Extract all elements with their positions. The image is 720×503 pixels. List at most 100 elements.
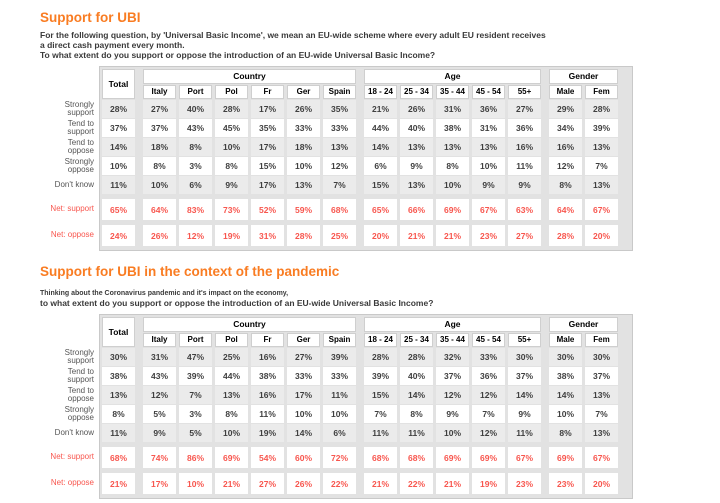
column-gap — [359, 473, 361, 494]
column-gap — [359, 424, 361, 442]
table-row: Strongly support 28% 27% 40% 28% 17% 26% 35% 21%… — [43, 100, 618, 118]
column-gap — [359, 367, 361, 385]
data-cell: 69% — [215, 447, 248, 468]
data-cell: 7% — [364, 405, 397, 423]
data-cell: 13% — [287, 176, 320, 194]
data-cell: 8% — [215, 157, 248, 175]
data-cell: 29% — [549, 100, 582, 118]
data-cell: 54% — [251, 447, 284, 468]
data-cell: 7% — [323, 176, 356, 194]
column-gap — [359, 119, 361, 137]
data-cell: 44% — [215, 367, 248, 385]
data-cell: 69% — [436, 199, 469, 220]
table-row: Net: support 65% 64% 83% 73% 52% 59% 68% 65% 66% 6… — [43, 199, 618, 220]
column-group-header: Age — [364, 317, 541, 332]
data-cell: 32% — [436, 348, 469, 366]
data-cell: 11% — [102, 176, 135, 194]
data-cell: 27% — [251, 473, 284, 494]
data-cell: 14% — [549, 386, 582, 404]
column-gap — [138, 367, 140, 385]
column-header: 25 - 34 — [400, 333, 433, 347]
row-label: Don't know — [54, 427, 94, 437]
data-cell: 21% — [436, 225, 469, 246]
data-cell: 39% — [364, 367, 397, 385]
intro-line: to what extent do you support or oppose … — [40, 298, 434, 308]
data-cell: 83% — [179, 199, 212, 220]
data-cell: 21% — [364, 473, 397, 494]
row-label: Tend to oppose — [67, 137, 94, 155]
data-cell: 10% — [143, 176, 176, 194]
data-cell: 11% — [102, 424, 135, 442]
table-row: Strongly oppose 10% 8% 3% 8% 15% 10% 12% 6% 9% 8% 1… — [43, 157, 618, 175]
row-gap — [43, 443, 618, 446]
column-header: Pol — [215, 85, 248, 99]
data-cell: 12% — [179, 225, 212, 246]
data-cell: 9% — [472, 176, 505, 194]
header-column-row: Italy Port Pol Fr Ger Spain 18 - 24 25 - 34 35 -… — [43, 333, 618, 347]
data-cell: 11% — [364, 424, 397, 442]
row-gap-cell — [43, 221, 618, 224]
column-gap — [544, 447, 546, 468]
table-area: Total Country Age Gender Italy Port Pol Fr Ger Sp… — [40, 314, 633, 499]
column-header: 55+ — [508, 85, 541, 99]
intro-line: Thinking about the Coronavirus pandemic … — [40, 290, 289, 297]
column-group-gap — [359, 69, 361, 99]
column-header: 55+ — [508, 333, 541, 347]
data-cell: 25% — [323, 225, 356, 246]
row-gap-cell — [43, 195, 618, 198]
data-cell: 40% — [400, 119, 433, 137]
data-cell: 38% — [549, 367, 582, 385]
section-title: Support for UBI — [40, 10, 141, 25]
data-cell: 37% — [143, 119, 176, 137]
data-cell: 10% — [436, 176, 469, 194]
section-title: Support for UBI in the context of the pa… — [40, 264, 340, 279]
data-cell: 13% — [323, 138, 356, 156]
data-cell: 30% — [508, 348, 541, 366]
data-cell: 39% — [585, 119, 618, 137]
data-cell: 40% — [179, 100, 212, 118]
column-header: 25 - 34 — [400, 85, 433, 99]
data-cell: 39% — [179, 367, 212, 385]
column-header: 45 - 54 — [472, 333, 505, 347]
survey-table-ubi-pandemic: Total Country Age Gender Italy Port Pol Fr Ger Sp… — [40, 314, 633, 499]
data-cell: 73% — [215, 199, 248, 220]
row-label: Strongly oppose — [64, 404, 94, 422]
row-label-spacer — [43, 69, 99, 99]
total-column-header: Total — [102, 69, 135, 99]
data-cell: 12% — [549, 157, 582, 175]
data-cell: 6% — [179, 176, 212, 194]
data-cell: 65% — [364, 199, 397, 220]
data-cell: 69% — [472, 447, 505, 468]
data-cell: 19% — [215, 225, 248, 246]
column-gap — [544, 119, 546, 137]
data-cell: 5% — [179, 424, 212, 442]
column-header: Fr — [251, 333, 284, 347]
column-gap — [544, 138, 546, 156]
column-gap — [359, 225, 361, 246]
column-gap — [138, 348, 140, 366]
data-cell: 13% — [472, 138, 505, 156]
section-ubi-pandemic: Support for UBI in the context of the pa… — [40, 264, 720, 499]
data-cell: 13% — [400, 176, 433, 194]
column-header: Italy — [143, 85, 176, 99]
data-cell: 17% — [251, 100, 284, 118]
data-cell: 43% — [143, 367, 176, 385]
intro-line: To what extent do you support or oppose … — [40, 50, 436, 60]
data-cell: 18% — [143, 138, 176, 156]
column-group-gap — [544, 69, 546, 99]
column-group-header: Country — [143, 317, 356, 332]
data-cell: 27% — [287, 348, 320, 366]
data-cell: 19% — [472, 473, 505, 494]
data-cell: 25% — [215, 348, 248, 366]
data-cell: 12% — [472, 386, 505, 404]
data-cell: 28% — [102, 100, 135, 118]
data-cell: 13% — [400, 138, 433, 156]
data-cell: 10% — [436, 424, 469, 442]
data-cell: 43% — [179, 119, 212, 137]
data-cell: 27% — [143, 100, 176, 118]
data-cell: 27% — [508, 100, 541, 118]
column-gap — [544, 386, 546, 404]
column-group-header: Gender — [549, 69, 618, 84]
column-gap — [138, 176, 140, 194]
data-cell: 35% — [251, 119, 284, 137]
